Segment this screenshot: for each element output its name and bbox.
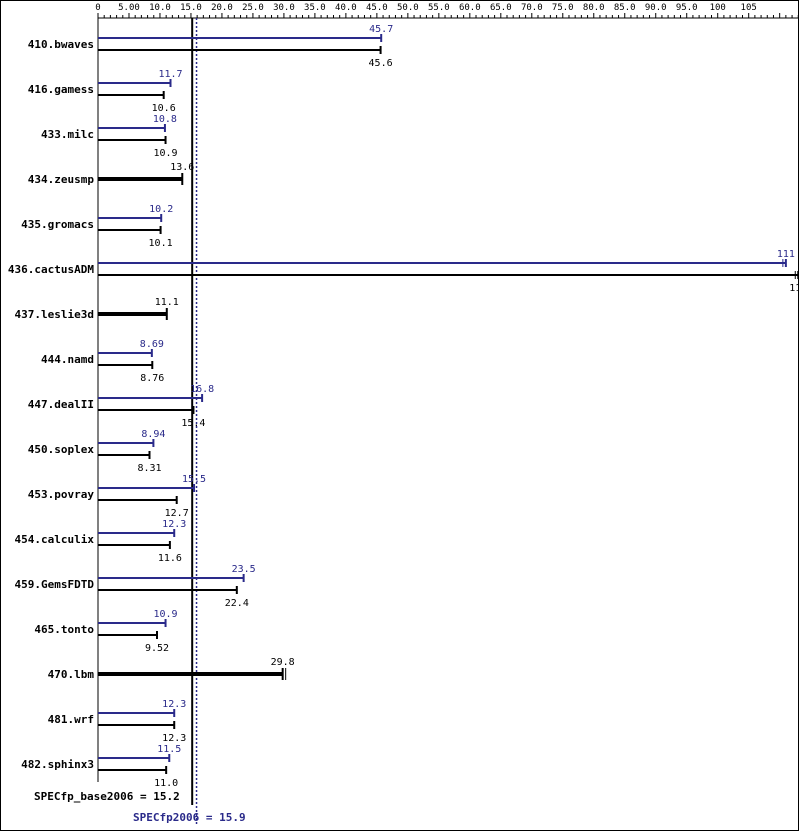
benchmark-bars: 410.bwaves 45.7 45.6 416.gamess 11.7 10.6 433.… bbox=[8, 24, 799, 789]
x-tick-label: 105 bbox=[741, 3, 757, 13]
benchmark-label: 459.GemsFDTD bbox=[15, 578, 95, 591]
x-tick-label: 5.00 bbox=[118, 3, 140, 13]
benchmark-label: 444.namd bbox=[41, 353, 94, 366]
x-tick-label: 85.0 bbox=[614, 3, 636, 13]
base-value-label: 8.76 bbox=[140, 373, 164, 384]
benchmark-label: 433.milc bbox=[41, 128, 94, 141]
combined-value-label: 29.8 bbox=[271, 657, 295, 668]
benchmark-label: 416.gamess bbox=[28, 83, 94, 96]
peak-value-label: 12.3 bbox=[162, 519, 186, 530]
x-tick-label: 100 bbox=[710, 3, 726, 13]
x-tick-label: 20.0 bbox=[211, 3, 233, 13]
peak-value-label: 11.5 bbox=[157, 744, 181, 755]
x-tick-label: 65.0 bbox=[490, 3, 512, 13]
x-tick-label: 55.0 bbox=[428, 3, 450, 13]
x-tick-label: 10.0 bbox=[149, 3, 171, 13]
base-value-label: 11.0 bbox=[154, 778, 178, 789]
base-value-label: 10.1 bbox=[149, 238, 173, 249]
benchmark-label: 453.povray bbox=[28, 488, 95, 501]
x-tick-label: 60.0 bbox=[459, 3, 481, 13]
base-value-label: 8.31 bbox=[137, 463, 161, 474]
x-axis: 0 5.00 10.0 15.0 20.0 25.0 30.0 35.0 40.0 45.0 50.… bbox=[95, 3, 799, 19]
base-value-label: 15.4 bbox=[181, 418, 205, 429]
x-tick-label: 80.0 bbox=[583, 3, 605, 13]
benchmark-label: 465.tonto bbox=[34, 623, 94, 636]
summary-base-label: SPECfp_base2006 = 15.2 bbox=[34, 790, 180, 803]
peak-value-label: 10.9 bbox=[154, 609, 178, 620]
peak-value-label: 10.8 bbox=[153, 114, 177, 125]
x-tick-label: 35.0 bbox=[304, 3, 326, 13]
peak-value-label: 45.7 bbox=[369, 24, 393, 35]
summary-peak-label: SPECfp2006 = 15.9 bbox=[133, 811, 246, 824]
benchmark-label: 450.soplex bbox=[28, 443, 95, 456]
peak-value-label: 16.8 bbox=[190, 384, 214, 395]
benchmark-label: 482.sphinx3 bbox=[21, 758, 94, 771]
peak-value-label: 8.94 bbox=[141, 429, 165, 440]
x-tick-label: 75.0 bbox=[552, 3, 574, 13]
peak-value-label: 111 bbox=[777, 249, 795, 260]
base-value-label: 9.52 bbox=[145, 643, 169, 654]
benchmark-label: 470.lbm bbox=[48, 668, 95, 681]
peak-value-label: 8.69 bbox=[140, 339, 164, 350]
base-value-label: 22.4 bbox=[225, 598, 249, 609]
x-tick-label: 30.0 bbox=[273, 3, 295, 13]
combined-value-label: 11.1 bbox=[155, 297, 179, 308]
x-tick-label: 0 bbox=[95, 3, 100, 13]
benchmark-label: 435.gromacs bbox=[21, 218, 94, 231]
x-tick-label: 95.0 bbox=[676, 3, 698, 13]
peak-value-label: 23.5 bbox=[232, 564, 256, 575]
base-value-label: 10.6 bbox=[152, 103, 176, 114]
benchmark-label: 481.wrf bbox=[48, 713, 94, 726]
base-value-label: 45.6 bbox=[369, 58, 393, 69]
benchmark-label: 410.bwaves bbox=[28, 38, 94, 51]
base-value-label: 114 bbox=[789, 283, 799, 294]
base-value-label: 12.3 bbox=[162, 733, 186, 744]
benchmark-label: 434.zeusmp bbox=[28, 173, 95, 186]
x-tick-label: 90.0 bbox=[645, 3, 667, 13]
peak-value-label: 11.7 bbox=[158, 69, 182, 80]
base-value-label: 12.7 bbox=[165, 508, 189, 519]
combined-value-label: 13.6 bbox=[170, 162, 194, 173]
peak-value-label: 15.5 bbox=[182, 474, 206, 485]
x-tick-label: 50.0 bbox=[397, 3, 419, 13]
peak-value-label: 12.3 bbox=[162, 699, 186, 710]
x-tick-label: 70.0 bbox=[521, 3, 543, 13]
benchmark-label: 454.calculix bbox=[15, 533, 95, 546]
x-tick-label: 15.0 bbox=[180, 3, 202, 13]
benchmark-label: 437.leslie3d bbox=[15, 308, 94, 321]
x-tick-label: 40.0 bbox=[335, 3, 357, 13]
benchmark-label: 447.dealII bbox=[28, 398, 94, 411]
peak-value-label: 10.2 bbox=[149, 204, 173, 215]
x-tick-label: 45.0 bbox=[366, 3, 388, 13]
base-value-label: 10.9 bbox=[154, 148, 178, 159]
x-tick-label: 25.0 bbox=[242, 3, 264, 13]
base-value-label: 11.6 bbox=[158, 553, 182, 564]
benchmark-label: 436.cactusADM bbox=[8, 263, 94, 276]
